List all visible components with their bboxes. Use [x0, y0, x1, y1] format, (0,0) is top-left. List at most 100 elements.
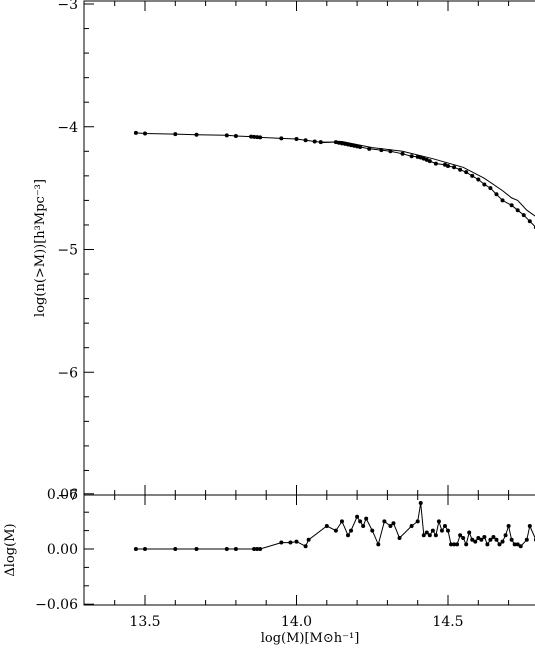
top-data-point: [494, 192, 499, 197]
bottom-data-point: [491, 535, 496, 540]
bottom-data-point: [470, 537, 475, 542]
bottom-data-point: [339, 519, 344, 524]
bottom-data-point: [418, 501, 423, 505]
top-y-tick-label: −5: [57, 243, 78, 259]
bottom-data-point: [482, 535, 487, 540]
top-data-point: [509, 203, 514, 208]
top-panel: −7 −6 −5 −4 −3 log(n(>M))[h³Mpc⁻³]: [33, 0, 535, 504]
bottom-data-point: [415, 519, 420, 524]
bottom-data-point: [194, 547, 199, 551]
bottom-data-point: [133, 547, 138, 551]
top-series-line-1: [320, 140, 535, 217]
bottom-data-point: [449, 542, 454, 547]
top-data-point: [258, 135, 263, 140]
bottom-data-point: [143, 547, 147, 551]
top-data-point: [349, 143, 354, 148]
bottom-y-tick-label: 0.06: [47, 487, 78, 503]
x-tick-label: 14.0: [281, 614, 312, 630]
bottom-data-point: [446, 528, 450, 533]
bottom-data-point: [173, 547, 178, 551]
top-data-point: [421, 156, 426, 161]
bottom-panel-series: [133, 501, 535, 551]
bottom-data-point: [464, 542, 469, 547]
top-data-point: [427, 159, 432, 164]
top-y-axis-label: log(n(>M))[h³Mpc⁻³]: [33, 179, 48, 317]
bottom-data-point: [515, 542, 520, 547]
bottom-data-point: [358, 519, 363, 524]
top-data-point: [452, 165, 457, 170]
top-data-point: [442, 162, 447, 167]
top-data-point: [458, 167, 463, 172]
bottom-data-point: [473, 539, 478, 544]
bottom-data-point: [439, 528, 444, 533]
bottom-data-point: [306, 537, 311, 542]
top-data-point: [355, 144, 360, 149]
top-y-tick-labels: −7 −6 −5 −4 −3: [57, 0, 78, 504]
bottom-data-point: [255, 547, 260, 551]
top-data-point: [318, 140, 323, 145]
top-data-point: [433, 161, 438, 166]
top-data-point: [358, 145, 363, 150]
top-data-point: [143, 131, 147, 136]
top-data-point: [173, 132, 178, 137]
top-data-point: [133, 130, 138, 135]
bottom-data-point: [355, 514, 360, 519]
bottom-data-point: [524, 537, 529, 542]
top-data-point: [352, 143, 357, 148]
bottom-data-point: [388, 524, 393, 528]
top-data-point: [464, 170, 469, 175]
top-y-tick-label: −6: [57, 365, 78, 381]
top-data-point: [527, 219, 532, 224]
top-data-point: [342, 141, 347, 146]
top-data-point: [279, 136, 284, 141]
top-data-point: [409, 154, 414, 159]
bottom-panel-frame: [83, 494, 535, 606]
top-data-point: [482, 182, 487, 187]
top-data-point: [294, 137, 299, 142]
bottom-data-point: [509, 537, 514, 542]
bottom-data-point: [288, 540, 293, 545]
bottom-data-point: [518, 544, 523, 549]
bottom-data-point: [500, 539, 505, 544]
bottom-data-point: [442, 524, 447, 528]
bottom-data-point: [430, 528, 435, 533]
bottom-data-point: [376, 542, 381, 547]
bottom-data-point: [506, 524, 511, 528]
top-data-point: [303, 138, 308, 143]
top-data-point: [249, 134, 254, 139]
bottom-data-point: [258, 547, 263, 551]
bottom-data-point: [382, 519, 387, 524]
top-data-point: [521, 213, 526, 218]
bottom-data-point: [503, 533, 508, 538]
bottom-data-point: [370, 528, 375, 533]
bottom-data-point: [252, 547, 257, 551]
bottom-data-point: [433, 533, 438, 538]
bottom-data-point: [391, 521, 396, 526]
top-data-point: [476, 177, 481, 182]
bottom-data-point: [452, 542, 457, 547]
bottom-data-point: [458, 533, 463, 538]
top-panel-ticks: [84, 1, 510, 496]
top-data-point: [470, 173, 475, 178]
x-tick-labels: 13.5 14.0 14.5: [129, 614, 463, 630]
bottom-data-point: [424, 530, 429, 535]
top-data-point: [346, 142, 351, 147]
top-data-point: [194, 132, 199, 137]
bottom-y-tick-labels: 0.06 0.00 −0.06: [35, 487, 78, 613]
bottom-data-point: [294, 539, 299, 544]
bottom-data-point: [279, 540, 284, 545]
bottom-data-point: [346, 533, 351, 538]
top-y-tick-label: −7: [57, 488, 78, 504]
bottom-data-point: [485, 542, 490, 547]
top-data-point: [367, 146, 372, 151]
top-data-point: [255, 135, 260, 140]
bottom-data-point: [527, 524, 532, 528]
bottom-data-point: [364, 516, 369, 521]
bottom-data-point: [324, 524, 329, 528]
bottom-data-point: [421, 533, 426, 538]
bottom-data-point: [333, 528, 338, 533]
top-data-point: [252, 134, 257, 139]
bottom-data-point: [436, 519, 441, 524]
top-data-point: [515, 208, 520, 213]
